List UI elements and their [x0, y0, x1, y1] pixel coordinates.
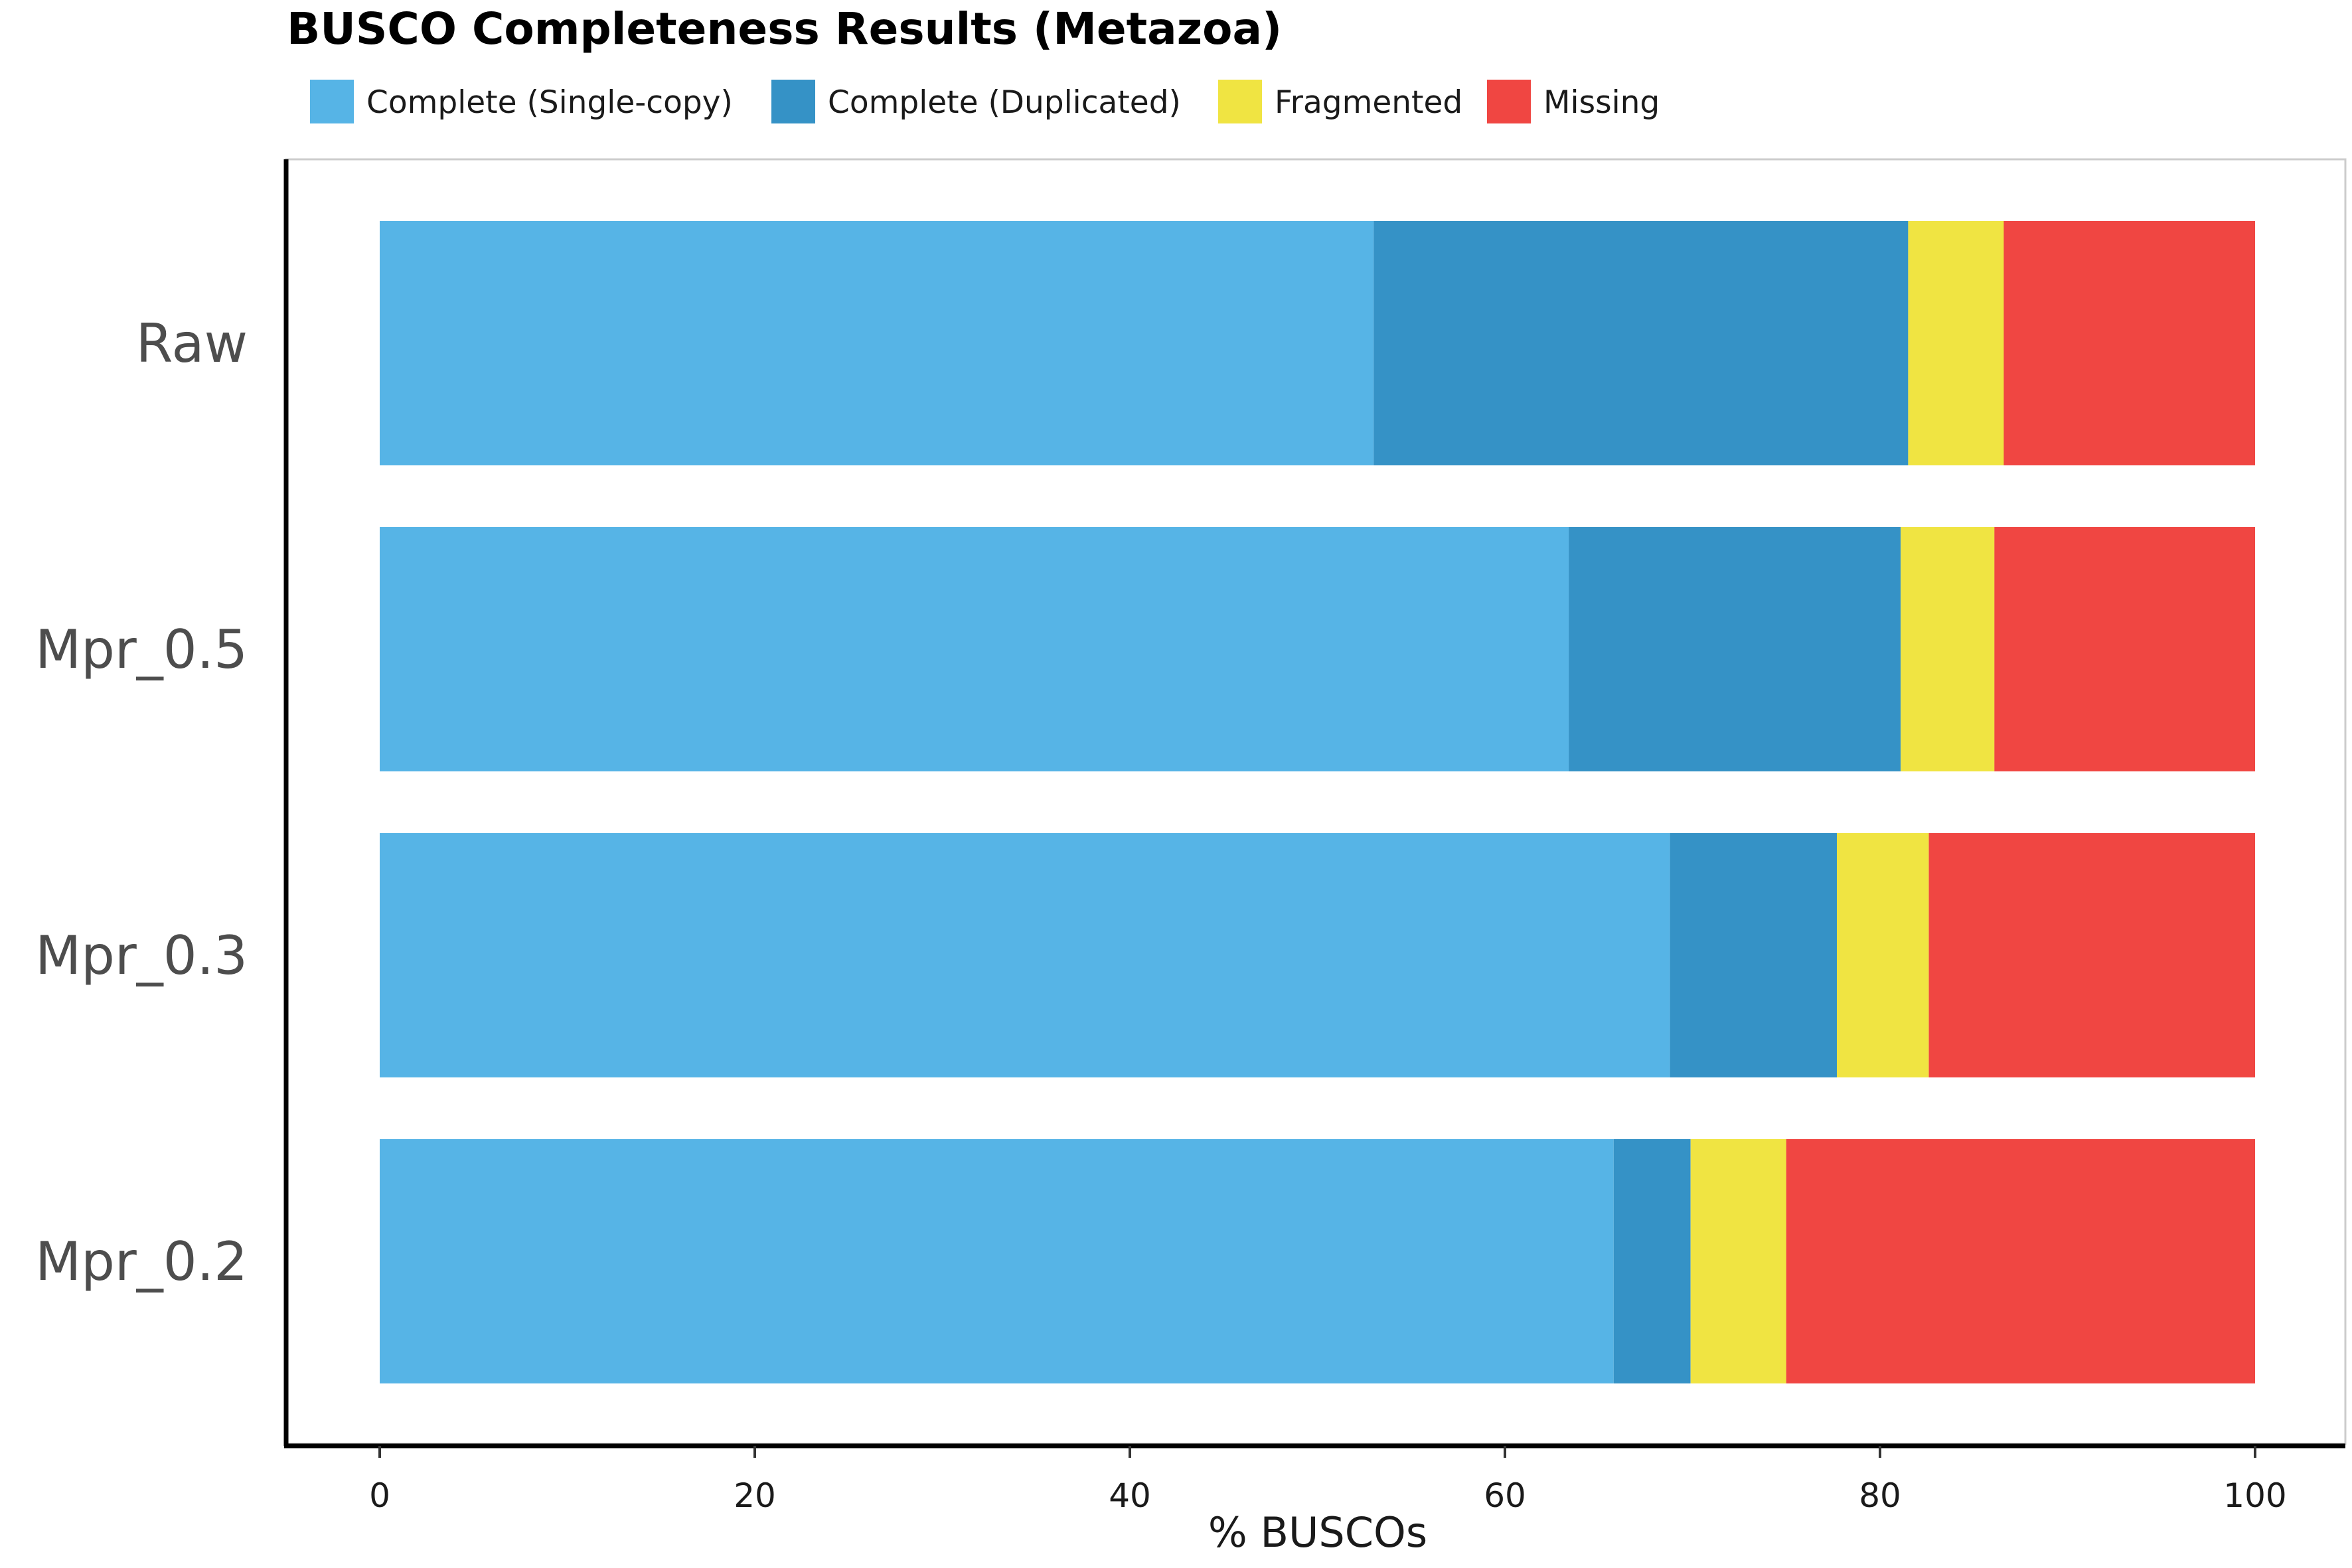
bar-mpr-0-3-fragmented [1837, 833, 1929, 1077]
bar-mpr-0-5-missing [1994, 527, 2255, 771]
x-axis-ticks: 0 20 40 60 80 100 [369, 1446, 2287, 1515]
legend-swatch [771, 80, 815, 123]
bar-mpr-0-2-complete-single-copy [380, 1139, 1614, 1383]
x-tick-label: 0 [369, 1476, 390, 1515]
bar-raw-complete-duplicated [1373, 221, 1909, 465]
legend-label: Complete (Single-copy) [366, 84, 733, 121]
bar-raw-missing [2003, 221, 2255, 465]
bar-mpr-0-5-fragmented [1901, 527, 1995, 771]
x-tick-label: 80 [1859, 1476, 1901, 1515]
x-tick-label: 40 [1109, 1476, 1151, 1515]
bar-mpr-0-2-fragmented [1690, 1139, 1786, 1383]
legend-swatch [1218, 80, 1262, 123]
legend-swatch [310, 80, 354, 123]
x-tick-label: 100 [2223, 1476, 2286, 1515]
x-tick-label: 60 [1484, 1476, 1526, 1515]
legend-label: Missing [1543, 84, 1660, 121]
bar-mpr-0-5-complete-duplicated [1569, 527, 1901, 771]
bar-raw-fragmented [1908, 221, 2004, 465]
y-axis-ticks: Raw Mpr_0.5 Mpr_0.3 Mpr_0.2 [35, 313, 248, 1293]
bar-mpr-0-5-complete-single-copy [380, 527, 1569, 771]
y-tick-label: Mpr_0.2 [35, 1231, 248, 1293]
y-tick-label: Mpr_0.3 [35, 925, 248, 986]
bar-mpr-0-3-complete-single-copy [380, 833, 1670, 1077]
y-tick-label: Mpr_0.5 [35, 619, 248, 680]
bar-mpr-0-3-complete-duplicated [1670, 833, 1837, 1077]
bar-mpr-0-3-missing [1928, 833, 2255, 1077]
bar-raw-complete-single-copy [380, 221, 1374, 465]
x-tick-label: 20 [734, 1476, 776, 1515]
legend-label: Complete (Duplicated) [828, 84, 1181, 121]
bars-layer [380, 221, 2255, 1383]
x-axis-label: % BUSCOs [1208, 1508, 1427, 1557]
legend-label: Fragmented [1275, 84, 1462, 121]
bar-mpr-0-2-complete-duplicated [1613, 1139, 1691, 1383]
chart-title: BUSCO Completeness Results (Metazoa) [287, 3, 1282, 54]
legend: Complete (Single-copy) Complete (Duplicat… [310, 80, 1660, 123]
bar-mpr-0-2-missing [1786, 1139, 2255, 1383]
y-tick-label: Raw [136, 313, 248, 374]
legend-swatch [1487, 80, 1531, 123]
